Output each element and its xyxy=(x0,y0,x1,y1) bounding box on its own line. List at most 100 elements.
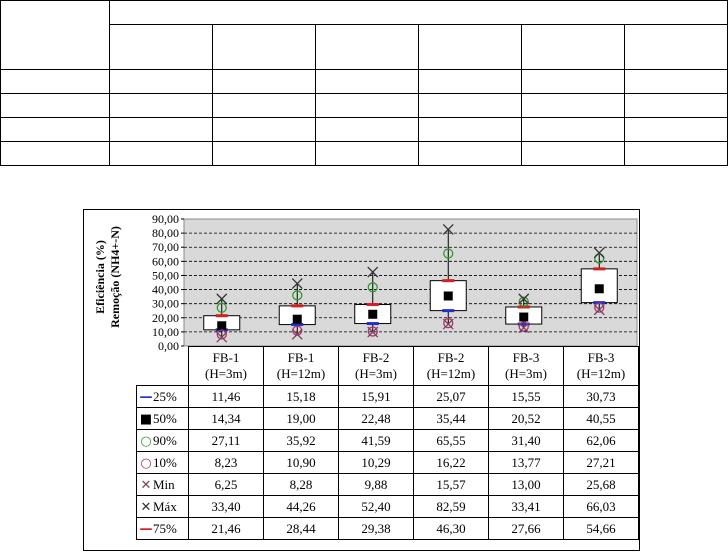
table-row: ✕ Máx 33,40 44,26 52,40 82,59 33,41 66,03 xyxy=(136,495,639,518)
table-cell: 6,25 xyxy=(188,473,264,496)
table-row: ○90% 27,11 35,92 41,59 65,55 31,40 62,06 xyxy=(136,429,639,452)
series-legend-cell: —25% xyxy=(136,385,189,408)
series-legend-cell: ✕ Min xyxy=(136,473,189,496)
min-marker xyxy=(367,326,379,338)
table-cell xyxy=(624,117,728,142)
table-cell: 8,23 xyxy=(188,451,264,474)
y-tick-label: 20,00 xyxy=(152,311,179,325)
y-tick-label: 50,00 xyxy=(152,268,179,282)
percentile-10-marker xyxy=(594,302,605,313)
table-cell: 28,44 xyxy=(263,517,339,540)
table-row: ✕ Min 6,25 8,28 9,88 15,57 13,00 25,68 xyxy=(136,473,639,496)
table-cell: 29,38 xyxy=(338,517,414,540)
data-table: FB-1 (H=3m) FB-1 (H=12m) FB-2 (H=3m) FB-2 (H=12… xyxy=(136,346,639,540)
table-cell xyxy=(315,69,419,94)
series-legend-cell: —75% xyxy=(136,517,189,540)
table-cell xyxy=(0,93,110,118)
percentile-90-marker xyxy=(216,302,227,313)
table-cell xyxy=(624,24,728,70)
table-cell xyxy=(109,117,213,142)
table-cell: 10,90 xyxy=(263,451,339,474)
table-cell xyxy=(315,117,419,142)
table-cell xyxy=(315,24,419,70)
table-cell xyxy=(0,141,110,166)
table-header-row: FB-1 (H=3m) FB-1 (H=12m) FB-2 (H=3m) FB-2 (H=12… xyxy=(137,346,639,386)
min-marker xyxy=(216,331,228,343)
table-cell: 62,06 xyxy=(563,429,639,452)
table-cell: 40,55 xyxy=(563,407,639,430)
table-cell: 35,44 xyxy=(413,407,489,430)
percentile-90-marker xyxy=(443,248,454,259)
table-cell xyxy=(418,24,522,70)
x-legend-icon: ✕ xyxy=(140,477,152,493)
percentile-10-marker xyxy=(518,321,529,332)
table-row: —75% 21,46 28,44 29,38 46,30 27,66 54,66 xyxy=(136,517,639,540)
max-marker xyxy=(518,293,530,305)
percentile-90-marker xyxy=(367,282,378,293)
median-marker xyxy=(443,291,453,301)
median-marker xyxy=(217,321,227,331)
table-cell: 35,92 xyxy=(263,429,339,452)
series-name: 10% xyxy=(153,454,177,470)
table-cell: 15,57 xyxy=(413,473,489,496)
category-header: FB-3 (H=3m) xyxy=(488,346,564,386)
table-cell xyxy=(624,141,728,166)
table-cell: 9,88 xyxy=(338,473,414,496)
max-marker xyxy=(216,293,228,305)
table-cell xyxy=(521,69,625,94)
table-cell: 25,07 xyxy=(413,385,489,408)
table-cell: 66,03 xyxy=(563,495,639,518)
y-tick-label: 80,00 xyxy=(152,226,179,240)
table-cell: 25,68 xyxy=(563,473,639,496)
series-name: 25% xyxy=(153,388,177,404)
percentile-90-marker xyxy=(594,253,605,264)
min-marker xyxy=(518,322,530,334)
min-marker xyxy=(593,304,605,316)
max-marker xyxy=(442,223,454,235)
table-cell xyxy=(212,24,316,70)
table-row: ■50% 14,34 19,00 22,48 35,44 20,52 40,55 xyxy=(136,407,639,430)
table-cell: 22,48 xyxy=(338,407,414,430)
chart-figure: Eficiência (%) Remoção (NH4+-N) 0,00 10,0… xyxy=(83,209,640,551)
table-cell: 65,55 xyxy=(413,429,489,452)
series-legend-cell: ✕ Máx xyxy=(136,495,189,518)
series-name: Min xyxy=(153,476,175,492)
table-cell: 30,73 xyxy=(563,385,639,408)
series-name: 50% xyxy=(153,410,177,426)
table-cell: 14,34 xyxy=(188,407,264,430)
percentile-10-marker xyxy=(443,317,454,329)
dash-legend-icon: — xyxy=(139,389,153,405)
max-marker xyxy=(367,266,379,278)
y-tick-label: 90,00 xyxy=(152,212,179,226)
table-cell xyxy=(109,141,213,166)
table-cell xyxy=(521,141,625,166)
percentile-10-marker xyxy=(216,329,227,340)
table-cell xyxy=(212,141,316,166)
category-header: FB-2 (H=12m) xyxy=(413,346,489,386)
table-cell: 41,59 xyxy=(338,429,414,452)
table-cell: 54,66 xyxy=(563,517,639,540)
table-cell: 33,40 xyxy=(188,495,264,518)
percentile-90-marker xyxy=(292,290,303,301)
table-row: —25% 11,46 15,18 15,91 25,07 15,55 30,73 xyxy=(136,385,639,408)
square-legend-icon: ■ xyxy=(139,411,153,427)
table-cell xyxy=(521,24,625,70)
table-row: ○10% 8,23 10,90 10,29 16,22 13,77 27,21 xyxy=(136,451,639,474)
table-cell: 33,41 xyxy=(488,495,564,518)
y-tick-label: 40,00 xyxy=(152,283,179,297)
table-cell: 13,00 xyxy=(488,473,564,496)
box-plot-chart: Eficiência (%) Remoção (NH4+-N) 0,0010,0… xyxy=(93,212,638,353)
table-cell xyxy=(418,141,522,166)
table-cell: 10,29 xyxy=(338,451,414,474)
table-cell xyxy=(418,117,522,142)
table-cell xyxy=(521,117,625,142)
category-header: FB-2 (H=3m) xyxy=(338,346,414,386)
table-cell: 31,40 xyxy=(488,429,564,452)
percentile-90-marker xyxy=(518,296,529,307)
table-cell xyxy=(0,0,110,70)
table-cell: 15,91 xyxy=(338,385,414,408)
table-cell: 8,28 xyxy=(263,473,339,496)
table-cell xyxy=(109,69,213,94)
dash-legend-icon: — xyxy=(139,521,153,537)
table-cell xyxy=(0,117,110,142)
